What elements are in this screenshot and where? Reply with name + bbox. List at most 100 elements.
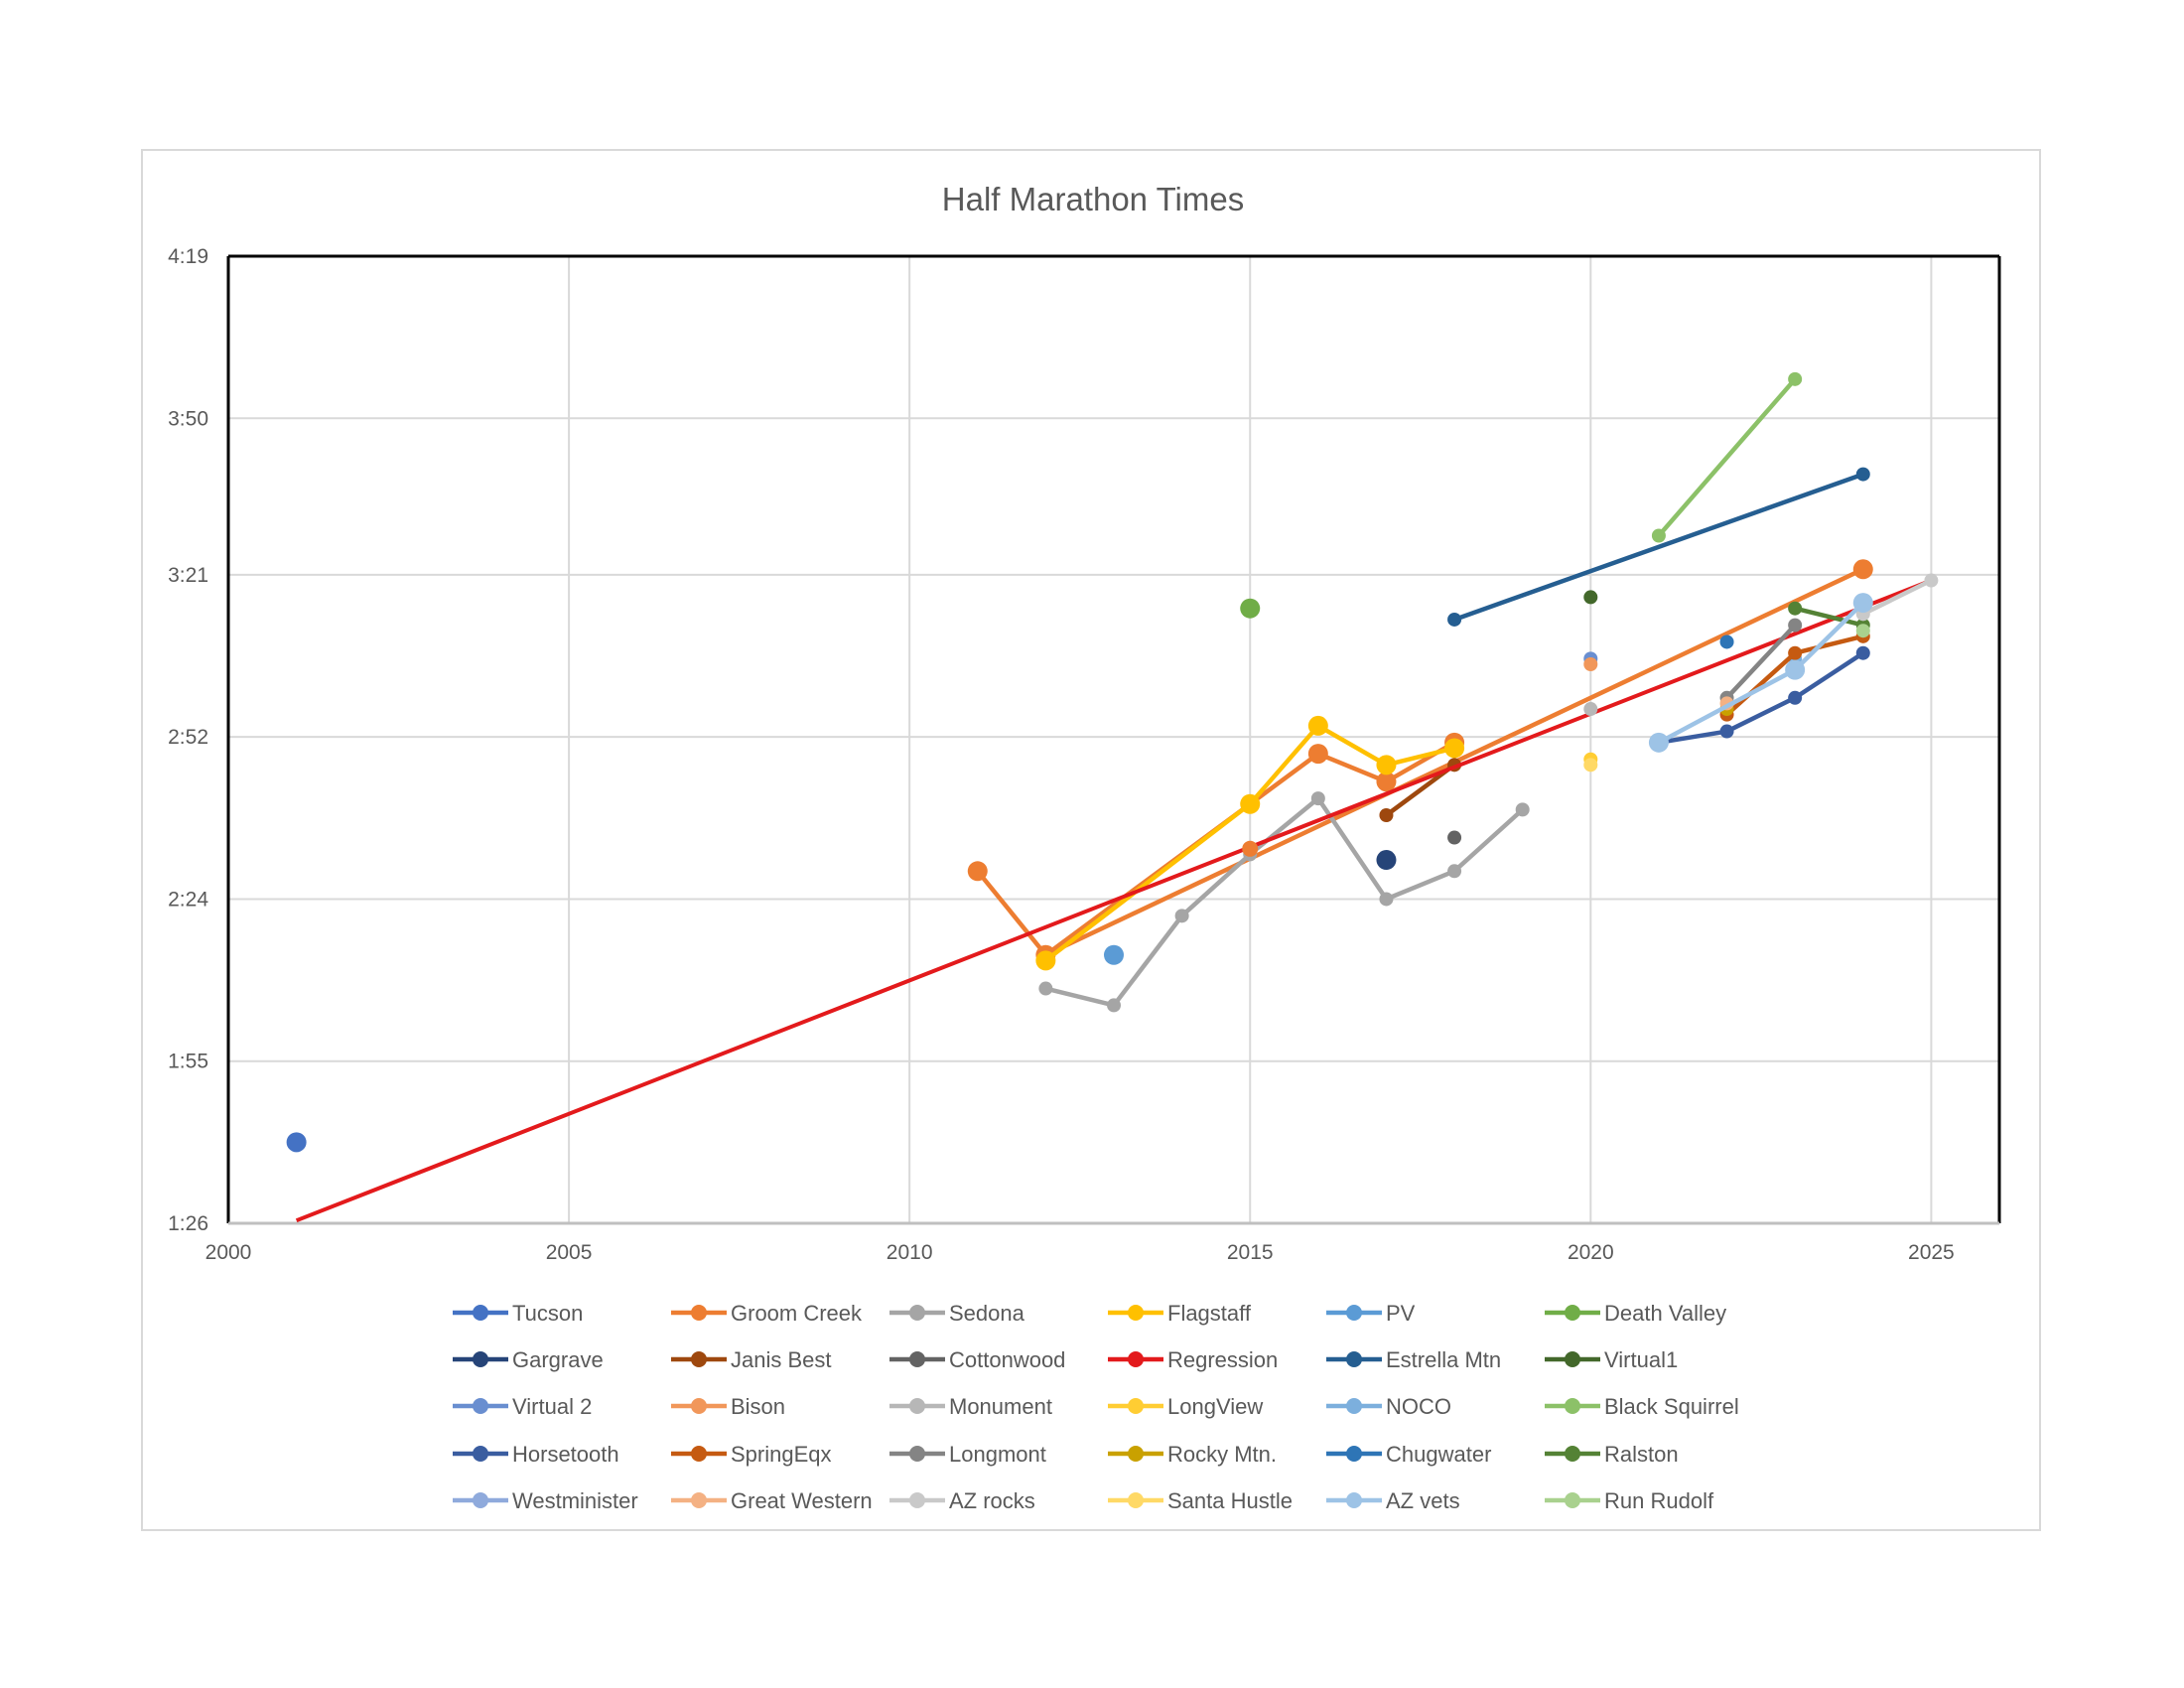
legend-swatch-marker <box>691 1492 707 1508</box>
legend-swatch-marker <box>1346 1492 1362 1508</box>
legend-swatch-marker <box>473 1492 488 1508</box>
point-springeqx <box>1788 645 1803 660</box>
legend-item-gargrave: Gargrave <box>453 1347 604 1372</box>
point-bison <box>1583 656 1598 671</box>
legend-item-black-squirrel: Black Squirrel <box>1545 1394 1739 1419</box>
series-line-ralston <box>1794 606 1864 628</box>
legend-label: LongView <box>1167 1394 1263 1419</box>
series-virtual1 <box>1583 590 1598 605</box>
legend-swatch-marker <box>909 1492 925 1508</box>
chart-frame: Half Marathon Times 1:26 1:55 2:24 2:52 3:21… <box>141 149 2041 1531</box>
point-flagstaff <box>1307 715 1328 736</box>
point-gargrave <box>1376 850 1397 871</box>
series-monument <box>1583 702 1598 717</box>
x-tick-label: 2000 <box>205 1241 252 1264</box>
point-groom-creek <box>967 861 988 882</box>
legend-label: Run Rudolf <box>1604 1488 1714 1513</box>
legend-item-regression: Regression <box>1108 1347 1278 1372</box>
point-horsetooth <box>1855 645 1870 660</box>
series-sedona <box>1038 791 1530 1013</box>
series-pv <box>1104 944 1124 965</box>
point-flagstaff <box>1240 793 1261 814</box>
point-pv <box>1104 944 1124 965</box>
x-tick-label: 2005 <box>546 1241 593 1264</box>
point-black-squirrel <box>1651 528 1666 543</box>
series-layer <box>286 371 1939 1223</box>
point-death-valley <box>1240 598 1261 619</box>
legend-item-janis-best: Janis Best <box>671 1347 832 1372</box>
legend-swatch-marker <box>1346 1305 1362 1321</box>
point-groom-creek <box>1242 840 1259 857</box>
series-line-horsetooth <box>1658 650 1865 746</box>
y-tick-label: 3:21 <box>168 564 208 587</box>
x-tick-label: 2020 <box>1568 1241 1614 1264</box>
legend-label: AZ rocks <box>949 1488 1035 1513</box>
legend-label: Westminister <box>512 1488 638 1513</box>
legend-item-great-western: Great Western <box>671 1488 873 1513</box>
legend-label: Virtual 2 <box>512 1394 592 1419</box>
y-tick-label: 2:52 <box>168 726 208 749</box>
point-sedona <box>1174 909 1189 923</box>
legend-item-az-vets: AZ vets <box>1326 1488 1460 1513</box>
legend-swatch-marker <box>1565 1446 1580 1462</box>
series-bison <box>1583 656 1598 671</box>
legend-label: Bison <box>731 1394 785 1419</box>
series-run-rudolf <box>1855 624 1870 638</box>
legend-label: Janis Best <box>731 1347 832 1372</box>
point-estrella-mtn <box>1855 467 1870 482</box>
legend-label: Death Valley <box>1604 1301 1726 1326</box>
legend-swatch-marker <box>691 1446 707 1462</box>
legend-label: AZ vets <box>1386 1488 1460 1513</box>
legend-item-pv: PV <box>1326 1301 1416 1326</box>
legend-swatch-marker <box>1565 1492 1580 1508</box>
legend-item-sedona: Sedona <box>889 1301 1025 1326</box>
legend-swatch-marker <box>1346 1398 1362 1414</box>
point-az-vets <box>1648 732 1669 753</box>
point-flagstaff <box>1376 755 1397 775</box>
legend-label: Santa Hustle <box>1167 1488 1293 1513</box>
legend-label: Gargrave <box>512 1347 604 1372</box>
series-flagstaff <box>1035 715 1465 971</box>
point-groom-creek <box>1852 559 1873 580</box>
legend-label: Horsetooth <box>512 1442 619 1467</box>
series-death-valley <box>1240 598 1261 619</box>
point-sedona <box>1310 791 1325 806</box>
legend-swatch-marker <box>1128 1305 1144 1321</box>
point-sedona <box>1515 802 1530 817</box>
legend-item-westminister: Westminister <box>453 1488 638 1513</box>
legend-swatch-marker <box>1565 1398 1580 1414</box>
legend-swatch-marker <box>691 1398 707 1414</box>
legend-item-monument: Monument <box>889 1394 1052 1419</box>
legend-label: Rocky Mtn. <box>1167 1442 1277 1467</box>
legend-label: Longmont <box>949 1442 1046 1467</box>
y-tick-label: 4:19 <box>168 245 208 268</box>
legend-item-estrella-mtn: Estrella Mtn <box>1326 1347 1501 1372</box>
legend-item-longmont: Longmont <box>889 1442 1046 1467</box>
y-tick-label: 3:50 <box>168 407 208 430</box>
y-tick-label: 1:26 <box>168 1212 208 1235</box>
point-sedona <box>1379 892 1394 907</box>
chart-title: Half Marathon Times <box>942 181 1244 217</box>
point-chugwater <box>1719 634 1734 649</box>
point-monument <box>1583 702 1598 717</box>
legend-item-horsetooth: Horsetooth <box>453 1442 619 1467</box>
legend-label: Cottonwood <box>949 1347 1065 1372</box>
point-az-rocks <box>1924 573 1939 588</box>
legend-item-springeqx: SpringEqx <box>671 1442 832 1467</box>
series-black-squirrel <box>1651 371 1803 543</box>
series-line-regression <box>295 578 1933 1223</box>
legend-label: PV <box>1386 1301 1416 1326</box>
legend-item-tucson: Tucson <box>453 1301 583 1326</box>
legend-item-run-rudolf: Run Rudolf <box>1545 1488 1714 1513</box>
series-line-black-squirrel <box>1657 377 1797 537</box>
point-flagstaff <box>1035 950 1056 971</box>
legend-label: Flagstaff <box>1167 1301 1252 1326</box>
point-run-rudolf <box>1855 624 1870 638</box>
legend-item-groom-creek: Groom Creek <box>671 1301 863 1326</box>
series-estrella-mtn <box>1447 467 1870 627</box>
series-tucson <box>286 1132 307 1153</box>
legend-label: Tucson <box>512 1301 583 1326</box>
series-gargrave <box>1376 850 1397 871</box>
legend-item-az-rocks: AZ rocks <box>889 1488 1035 1513</box>
legend-item-rocky-mtn: Rocky Mtn. <box>1108 1442 1277 1467</box>
